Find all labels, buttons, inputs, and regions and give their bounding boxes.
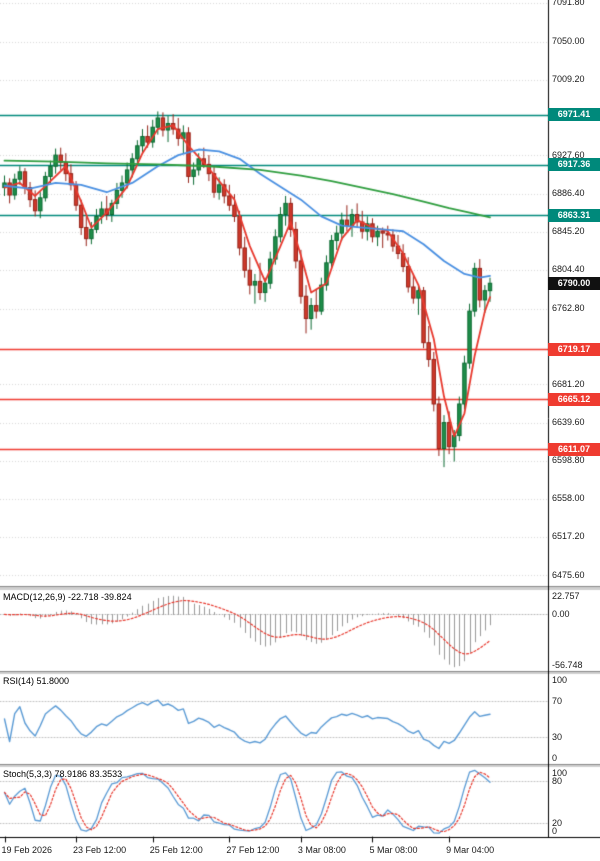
rsi-indicator-label: RSI(14) 51.8000 xyxy=(3,676,70,686)
stoch-indicator-label: Stoch(5,3,3) 78.9186 83.3533 xyxy=(3,769,123,779)
macd-indicator-label: MACD(12,26,9) -22.718 -39.824 xyxy=(3,592,132,602)
